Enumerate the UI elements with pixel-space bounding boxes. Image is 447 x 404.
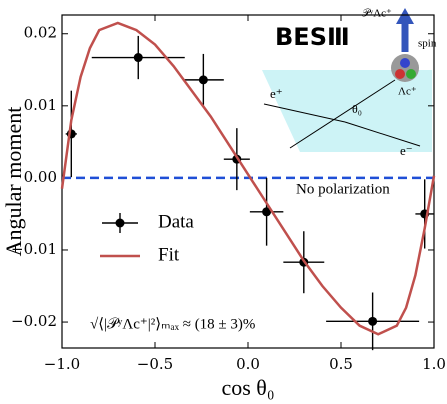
inset-label: e⁺ — [270, 86, 283, 101]
data-point — [262, 207, 272, 217]
x-tick-label: 0.5 — [329, 355, 353, 373]
quark — [400, 58, 410, 68]
data-point — [198, 75, 208, 85]
formula: √⟨|𝒫ʸΛc⁺|²⟩ₘₐₓ ≈ (18 ± 3)% — [90, 316, 255, 332]
data-point — [368, 316, 378, 326]
y-tick-label: 0.00 — [24, 168, 57, 186]
x-axis-title: cos θ₀ — [221, 375, 274, 400]
spin-arrow-head — [396, 8, 414, 24]
inset-label: Λc⁺ — [398, 86, 417, 98]
legend-label: Data — [158, 211, 194, 232]
legend-label: Fit — [158, 244, 180, 265]
inset-label: spin — [418, 38, 437, 50]
y-tick-label: 0.02 — [24, 24, 57, 42]
quark — [406, 69, 416, 79]
data-point — [133, 53, 143, 63]
y-tick-label: −0.01 — [11, 240, 57, 258]
fit-line — [60, 21, 436, 336]
y-axis-title: Angular moment — [1, 107, 26, 257]
beam-line — [344, 121, 421, 147]
quark — [395, 69, 405, 79]
beam-line — [263, 103, 346, 123]
legend-marker — [115, 218, 125, 228]
x-tick-label: 1.0 — [422, 355, 446, 373]
y-tick-label: −0.02 — [11, 312, 57, 330]
x-tick-label: 0.0 — [236, 355, 260, 373]
inset-label: θ₀ — [352, 102, 362, 116]
x-tick-label: −1.0 — [44, 355, 80, 373]
y-tick-label: 0.01 — [24, 96, 57, 114]
inset-label: e⁻ — [400, 143, 413, 158]
reference-label: No polarization — [296, 181, 390, 197]
x-tick-label: −0.5 — [137, 355, 173, 373]
logo: BESⅢ — [275, 23, 350, 51]
lambda-direction — [289, 79, 396, 149]
inset-label: 𝒫ʸΛc⁺ — [362, 8, 392, 20]
